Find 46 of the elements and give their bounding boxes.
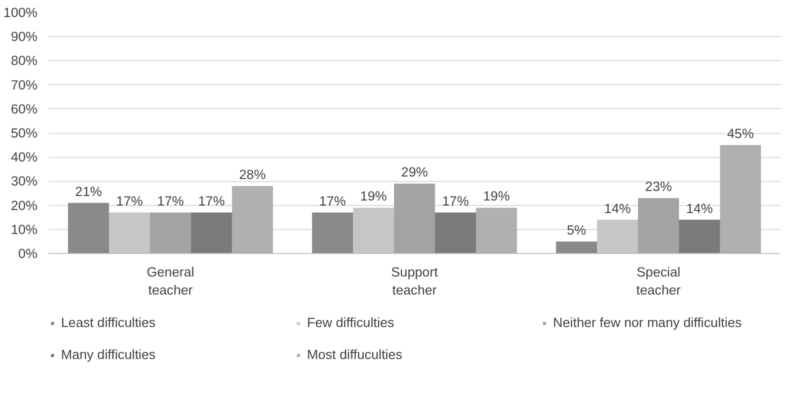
data-label: 23%: [645, 179, 672, 194]
bar: [394, 184, 435, 254]
y-tick-label: 90%: [10, 29, 38, 44]
bar: [678, 220, 720, 254]
data-label: 17%: [442, 194, 469, 209]
data-label: 28%: [239, 167, 266, 182]
y-tick-label: 0%: [18, 246, 38, 261]
data-label: 14%: [604, 200, 631, 216]
bar: [150, 212, 191, 254]
y-tick-label: 10%: [10, 222, 38, 237]
bar: [190, 212, 232, 254]
data-label: 21%: [75, 184, 102, 199]
y-tick-label: 60%: [10, 101, 38, 116]
bar: [68, 202, 110, 254]
data-label: 19%: [360, 188, 387, 204]
legend-label: Many difficulties: [61, 347, 157, 362]
bar: [434, 212, 476, 254]
data-label: 17%: [198, 194, 225, 209]
y-tick-label: 20%: [10, 198, 38, 213]
bar: [720, 145, 761, 254]
legend-label: Few difficulties: [307, 315, 396, 330]
data-label: 29%: [401, 164, 428, 180]
data-label: 45%: [727, 126, 754, 142]
x-tick-label: General teacher: [146, 264, 194, 298]
y-tick-label: 30%: [10, 174, 38, 189]
y-tick-label: 80%: [10, 53, 38, 68]
bar: [312, 212, 354, 254]
bar: [638, 198, 679, 254]
x-tick-label: Support teacher: [391, 264, 438, 298]
data-label: 19%: [483, 188, 510, 204]
data-label: 14%: [686, 200, 713, 216]
data-label: 17%: [157, 194, 184, 209]
legend-label: Neither few nor many difficulties: [553, 315, 743, 330]
y-tick-label: 40%: [10, 150, 38, 165]
y-tick-label: 100%: [3, 5, 38, 20]
legend-label: Least difficulties: [61, 315, 157, 330]
x-tick-label: Special teacher: [636, 264, 682, 298]
bar: [232, 186, 273, 254]
bar: [476, 208, 517, 254]
y-tick-label: 50%: [10, 126, 38, 140]
data-label: 17%: [116, 194, 143, 209]
y-tick-label: 70%: [10, 77, 38, 92]
bar: [556, 241, 598, 254]
data-label: 17%: [319, 194, 346, 209]
data-label: 5%: [566, 222, 586, 238]
legend-label: Most diffuculties: [307, 347, 404, 362]
